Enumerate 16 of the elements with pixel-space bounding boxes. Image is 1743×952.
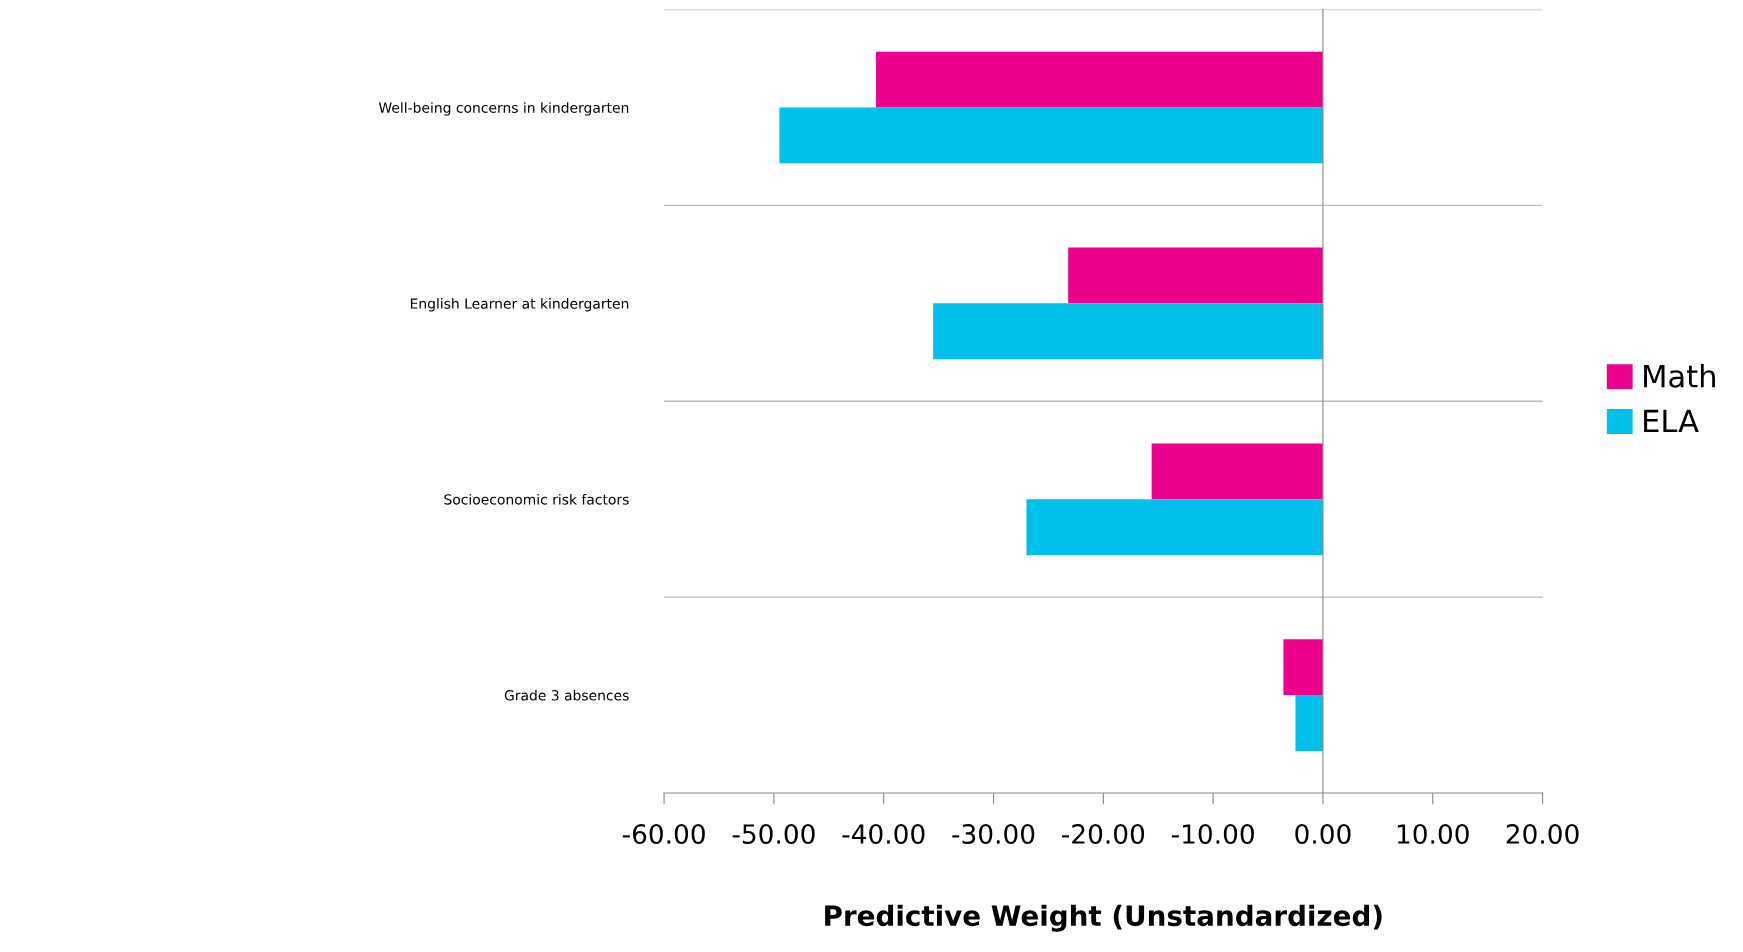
x-tick-label: -30.00 bbox=[952, 824, 1035, 844]
x-tick-label: -20.00 bbox=[1062, 824, 1145, 844]
y-tick-label: Grade 3 absences bbox=[504, 689, 629, 701]
x-tick-label: 10.00 bbox=[1397, 824, 1469, 844]
y-tick-label: Well-being concerns in kindergarten bbox=[378, 102, 629, 116]
x-tick-label: -40.00 bbox=[842, 824, 925, 844]
y-tick-label: English Learner at kindergarten bbox=[410, 298, 629, 312]
x-tick-label: -50.00 bbox=[732, 824, 815, 844]
x-tick-label: 20.00 bbox=[1506, 824, 1579, 844]
x-tick-label: -10.00 bbox=[1171, 824, 1254, 844]
x-tick-label: 0.00 bbox=[1295, 824, 1351, 844]
y-tick-label: Socioeconomic risk factors bbox=[444, 493, 629, 505]
legend-label: ELA bbox=[1644, 409, 1699, 433]
legend-label: Math bbox=[1644, 364, 1715, 388]
x-axis-title: Predictive Weight (Unstandardized) bbox=[825, 904, 1382, 932]
x-tick-label: -60.00 bbox=[622, 824, 705, 844]
